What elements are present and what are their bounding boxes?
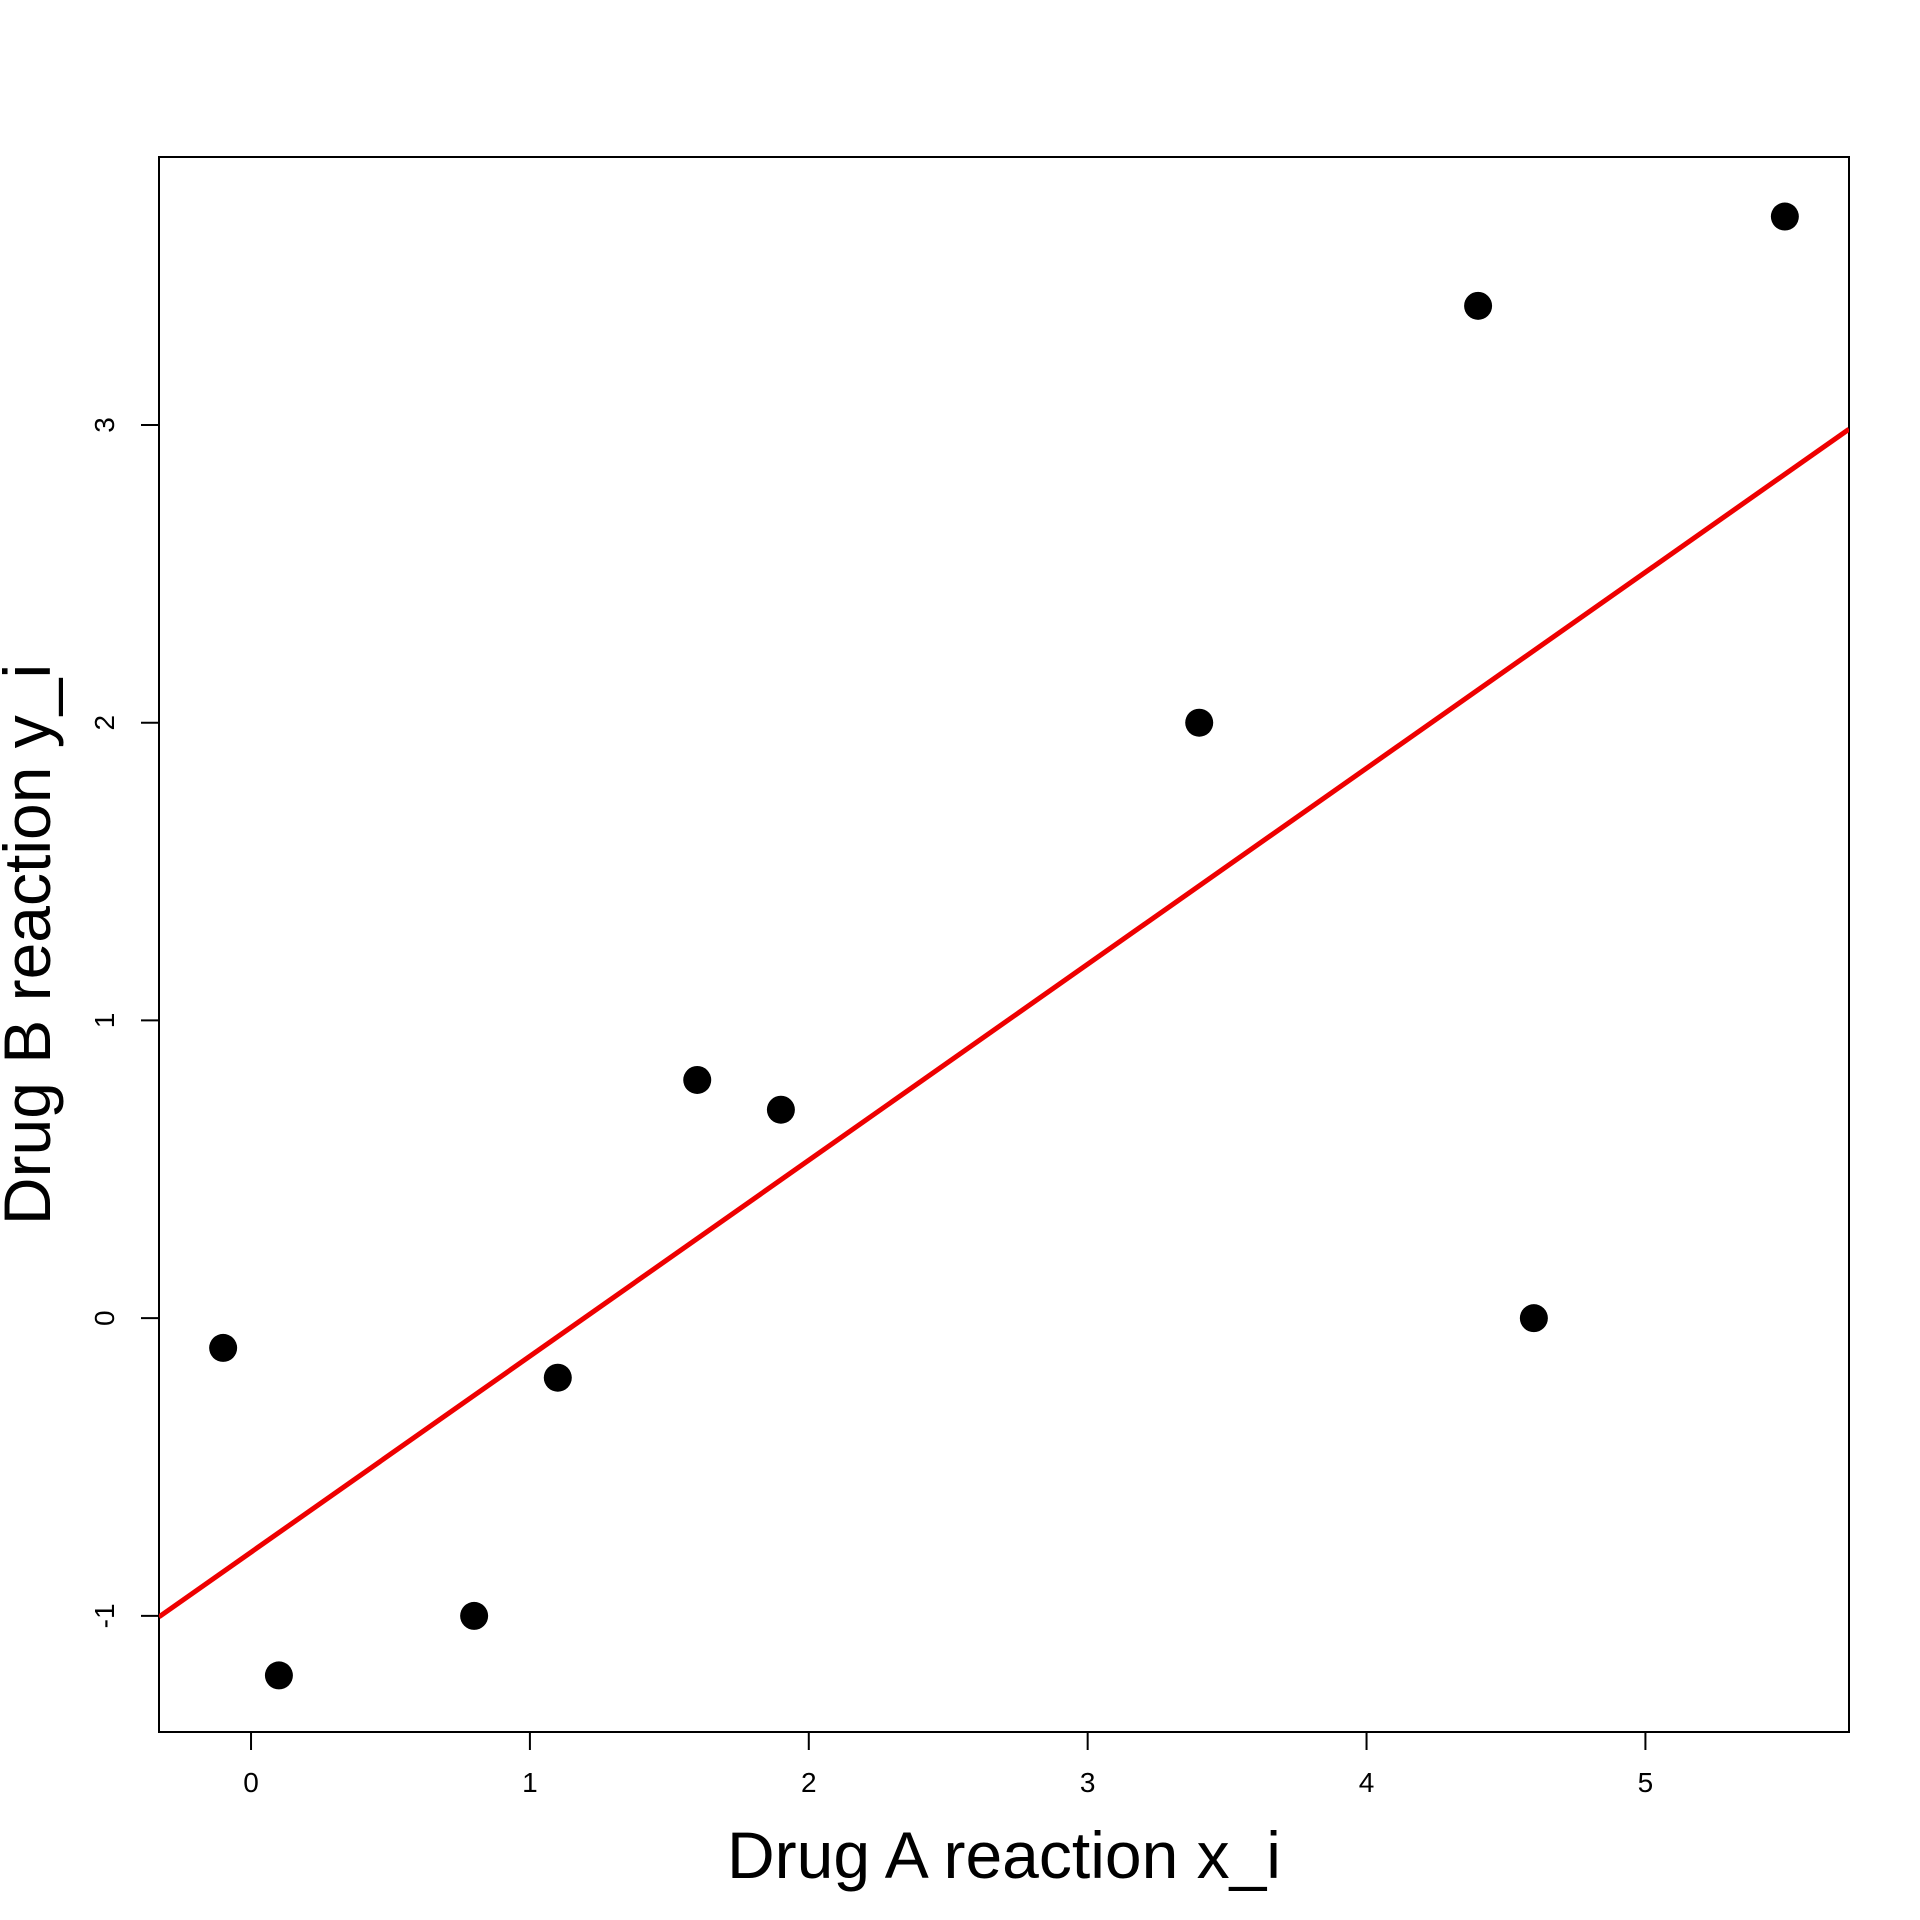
- data-point: [683, 1065, 712, 1094]
- y-tick-label: 0: [89, 1310, 120, 1326]
- x-axis: 0 1 2 3 4 5: [243, 1731, 1654, 1798]
- data-point: [264, 1661, 293, 1690]
- data-point: [209, 1333, 238, 1362]
- x-tick-label: 2: [801, 1767, 817, 1798]
- regression-line-layer: [159, 427, 1849, 1619]
- data-point: [1770, 202, 1799, 231]
- y-tick-label: -1: [89, 1603, 120, 1628]
- data-point: [460, 1601, 489, 1630]
- data-point: [1519, 1304, 1548, 1333]
- regression-line: [159, 427, 1849, 1619]
- x-tick-label: 4: [1359, 1767, 1375, 1798]
- y-axis: -1 0 1 2 3: [89, 417, 160, 1628]
- data-point: [543, 1363, 572, 1392]
- x-tick-label: 3: [1080, 1767, 1096, 1798]
- x-tick-label: 0: [243, 1767, 259, 1798]
- data-point: [1185, 708, 1214, 737]
- data-point: [766, 1095, 795, 1124]
- y-tick-label: 2: [89, 715, 120, 731]
- data-point: [1464, 291, 1493, 320]
- y-tick-label: 1: [89, 1013, 120, 1029]
- data-points: [209, 202, 1799, 1690]
- x-tick-label: 5: [1638, 1767, 1654, 1798]
- x-tick-label: 1: [522, 1767, 538, 1798]
- x-axis-title: Drug A reaction x_i: [727, 1818, 1281, 1892]
- y-tick-label: 3: [89, 417, 120, 433]
- y-axis-title: Drug B reaction y_i: [0, 664, 64, 1225]
